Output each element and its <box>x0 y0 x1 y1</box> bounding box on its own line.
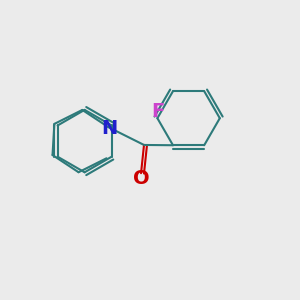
Text: N: N <box>102 119 118 138</box>
Text: F: F <box>151 102 164 121</box>
Text: O: O <box>133 169 149 188</box>
